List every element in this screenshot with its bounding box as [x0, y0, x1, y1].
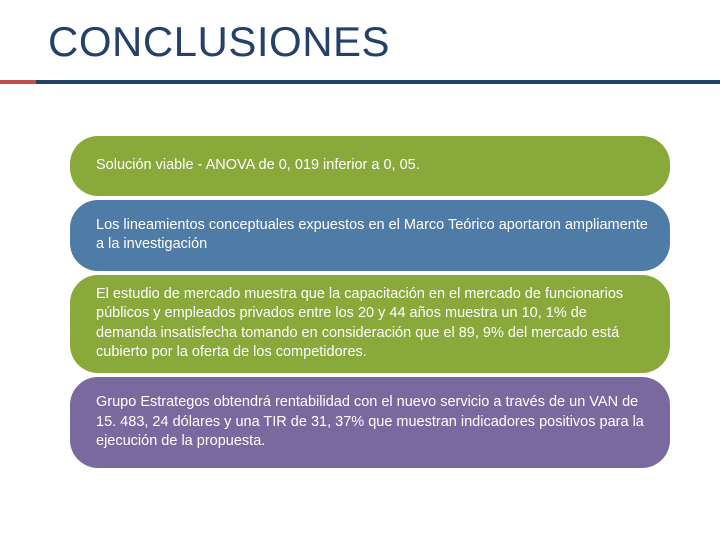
bullet-1: Solución viable - ANOVA de 0, 019 inferi… [70, 136, 670, 196]
title-underline [0, 80, 720, 84]
bullet-4: Grupo Estrategos obtendrá rentabilidad c… [70, 377, 670, 468]
slide: CONCLUSIONES Solución viable - ANOVA de … [0, 0, 720, 540]
bullet-3: El estudio de mercado muestra que la cap… [70, 275, 670, 373]
bullet-2: Los lineamientos conceptuales expuestos … [70, 200, 670, 271]
slide-title: CONCLUSIONES [0, 18, 720, 66]
bullet-list: Solución viable - ANOVA de 0, 019 inferi… [70, 136, 670, 468]
